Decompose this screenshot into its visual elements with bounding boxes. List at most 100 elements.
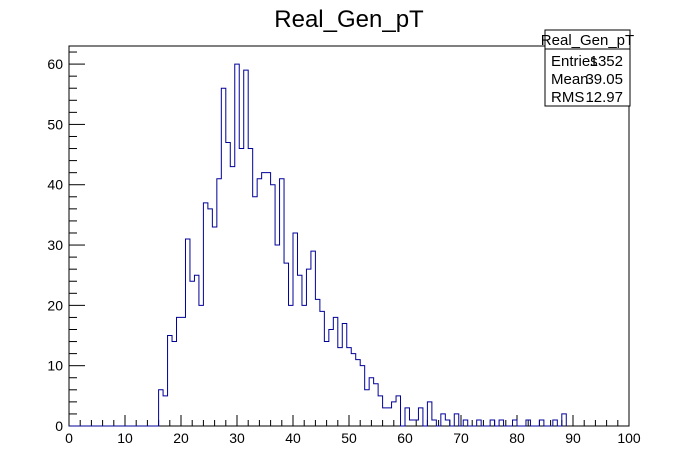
x-tick-label: 40	[285, 430, 301, 446]
histogram-bin	[235, 64, 239, 426]
histogram-bin	[239, 149, 243, 426]
histogram-bin	[562, 414, 566, 426]
histogram-bin	[159, 390, 163, 426]
histogram-bin	[351, 354, 355, 426]
histogram-bin	[320, 311, 324, 426]
histogram-bin	[432, 420, 436, 426]
histogram-bin	[392, 402, 396, 426]
y-tick-label: 20	[47, 297, 63, 313]
x-tick-label: 100	[617, 430, 641, 446]
y-tick-label: 50	[47, 116, 63, 132]
x-tick-label: 50	[341, 430, 357, 446]
histogram-bin	[454, 414, 458, 426]
histogram-bin	[199, 305, 203, 426]
histogram-bin	[329, 329, 333, 426]
y-tick-label: 10	[47, 358, 63, 374]
histogram-bin	[490, 420, 494, 426]
y-tick-label: 0	[55, 418, 63, 434]
histogram-bin	[441, 414, 445, 426]
stats-entries-value: 1352	[590, 53, 623, 70]
histogram-bin	[333, 317, 337, 426]
y-tick-label: 40	[47, 177, 63, 193]
histogram-bin	[203, 203, 207, 426]
axis-ticks: 0 10 20 30 40 50 60 70 80 90 100 0 10 20 30 40 50 60	[47, 51, 641, 446]
histogram-bin	[230, 167, 234, 426]
histogram-bin	[302, 305, 306, 426]
histogram-bin	[212, 227, 216, 426]
x-tick-label: 70	[453, 430, 469, 446]
x-tick-label: 0	[65, 430, 73, 446]
x-tick-label: 80	[509, 430, 525, 446]
histogram-bin	[477, 420, 481, 426]
histogram-bin	[244, 70, 248, 426]
histogram-bin	[427, 402, 431, 426]
histogram-bin	[177, 317, 181, 426]
histogram-bin	[194, 275, 198, 426]
histogram-bin	[414, 420, 418, 426]
histogram-bin	[271, 185, 275, 426]
stats-mean-value: 39.05	[585, 71, 623, 88]
stats-box-title: Real_Gen_pT	[541, 32, 634, 49]
stats-box-border	[544, 29, 631, 107]
stats-entries-label: Entries	[551, 53, 598, 70]
histogram-bin	[289, 305, 293, 426]
histogram-bin	[315, 299, 319, 426]
histogram-bin	[369, 378, 373, 426]
histogram-bin	[553, 420, 557, 426]
histogram-bin	[383, 408, 387, 426]
histogram-bin	[217, 179, 221, 426]
histogram-bin	[365, 390, 369, 426]
y-tick-label: 30	[47, 237, 63, 253]
histogram-bin	[253, 197, 257, 426]
stats-mean-label: Mean	[551, 71, 589, 88]
chart-title: Real_Gen_pT	[274, 6, 424, 33]
histogram-bin	[499, 420, 503, 426]
x-tick-label: 60	[397, 430, 413, 446]
histogram-bin	[445, 420, 449, 426]
y-tick-label: 60	[47, 56, 63, 72]
histogram-bin	[248, 149, 252, 426]
histogram-bin	[409, 420, 413, 426]
stats-box: Real_Gen_pT Entries 1352 Mean 39.05 RMS …	[541, 29, 634, 107]
histogram-bin	[262, 173, 266, 426]
histogram-bin	[347, 348, 351, 426]
histogram-bin	[284, 263, 288, 426]
histogram-bin	[181, 317, 185, 426]
stats-rms-label: RMS	[551, 89, 584, 106]
histogram-bins	[69, 63, 567, 427]
histogram-bin	[418, 408, 422, 426]
histogram-bin	[387, 408, 391, 426]
histogram-bin	[266, 173, 270, 426]
histogram-bin	[539, 420, 543, 426]
histogram-bin	[306, 269, 310, 426]
stats-rms-value: 12.97	[585, 89, 623, 106]
histogram-bin	[221, 88, 225, 426]
histogram-bin	[293, 233, 297, 426]
x-tick-label: 20	[173, 430, 189, 446]
histogram-bin	[163, 396, 167, 426]
histogram-bin	[226, 143, 230, 426]
histogram-bin	[342, 323, 346, 426]
histogram-outline	[69, 63, 567, 427]
histogram-bin	[324, 342, 328, 426]
x-tick-label: 90	[565, 430, 581, 446]
histogram-bin	[257, 179, 261, 426]
histogram-bin	[297, 275, 301, 426]
histogram-bin	[338, 348, 342, 426]
histogram-bin	[374, 384, 378, 426]
histogram-bin	[396, 396, 400, 426]
histogram-bin	[275, 245, 279, 426]
histogram-bin	[311, 251, 315, 426]
histogram-bin	[526, 420, 530, 426]
histogram-bin	[208, 209, 212, 426]
histogram-bin	[378, 396, 382, 426]
histogram-bin	[280, 179, 284, 426]
histogram-bin	[513, 420, 517, 426]
histogram-bin	[185, 239, 189, 426]
histogram-bin	[172, 342, 176, 426]
histogram-bin	[190, 281, 194, 426]
histogram-bin	[360, 366, 364, 426]
histogram-bin	[405, 408, 409, 426]
histogram-bin	[356, 360, 360, 426]
